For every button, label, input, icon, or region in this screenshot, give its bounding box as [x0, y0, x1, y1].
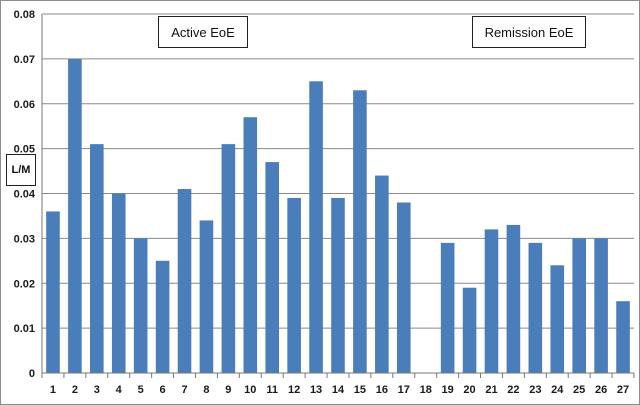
bar-19: [440, 242, 455, 373]
bar-9: [221, 144, 236, 373]
bar-14: [331, 197, 345, 373]
y-tick-label: 0.08: [14, 9, 35, 21]
x-tick-label: 20: [463, 384, 475, 396]
y-tick-label: 0: [29, 368, 35, 380]
x-tick-label: 23: [529, 384, 541, 396]
bar-27: [616, 301, 630, 373]
x-tick-label: 4: [116, 384, 123, 396]
bar-11: [265, 162, 280, 373]
bar-22: [506, 224, 521, 373]
y-tick-label: 0.03: [14, 233, 35, 245]
bar-4: [111, 193, 126, 373]
bar-8: [199, 220, 214, 373]
x-tick-label: 3: [94, 384, 100, 396]
x-tick-label: 7: [181, 384, 187, 396]
bar-23: [528, 242, 543, 373]
x-tick-label: 9: [225, 384, 231, 396]
x-tick-label: 13: [310, 384, 322, 396]
x-tick-label: 21: [485, 384, 497, 396]
bar-25: [572, 238, 586, 373]
y-tick-label: 0.05: [14, 144, 35, 156]
bar-10: [243, 117, 258, 374]
x-tick-label: 18: [420, 384, 432, 396]
x-tick-label: 10: [244, 384, 256, 396]
x-tick-label: 25: [573, 384, 585, 396]
x-tick-label: 15: [354, 384, 366, 396]
x-tick-label: 11: [266, 384, 278, 396]
bar-16: [375, 175, 389, 373]
x-tick-label: 14: [332, 384, 345, 396]
bar-7: [177, 189, 192, 373]
bar-12: [287, 197, 301, 373]
y-tick-label: 0.02: [14, 278, 35, 290]
x-tick-label: 6: [160, 384, 166, 396]
bar-1: [46, 211, 60, 373]
y-tick-label: 0.04: [14, 189, 36, 201]
x-tick-label: 1: [50, 384, 56, 396]
y-axis-label: L/M: [6, 154, 36, 186]
x-tick-label: 5: [138, 384, 144, 396]
annotation-remission-eoe: Remission EoE: [472, 16, 586, 48]
x-tick-label: 27: [617, 384, 629, 396]
bar-26: [594, 238, 608, 373]
bar-2: [68, 58, 82, 373]
axes: [41, 14, 635, 378]
bar-13: [309, 81, 323, 373]
x-tick-label: 2: [72, 384, 78, 396]
x-tick-label: 26: [595, 384, 607, 396]
y-tick-label: 0.06: [14, 99, 35, 111]
bars: [46, 58, 630, 374]
y-tick-label: 0.07: [14, 54, 35, 66]
x-tick-label: 24: [551, 384, 564, 396]
bar-6: [155, 260, 170, 373]
annotation-active-eoe: Active EoE: [158, 16, 248, 48]
y-tick-label: 0.01: [14, 323, 35, 335]
bar-20: [462, 287, 477, 373]
y-tick-labels: 0 0.01 0.02 0.03 0.04 0.05 0.06 0.07 0.08: [14, 9, 36, 380]
bar-17: [396, 202, 411, 373]
bar-24: [550, 265, 565, 373]
x-tick-label: 17: [398, 384, 410, 396]
x-tick-label: 19: [442, 384, 454, 396]
x-tick-label: 12: [288, 384, 300, 396]
x-tick-labels: 1 2 3 4 5 6 7 8 9 10 11 12 13 14 15 16 17 18 19 20 21 22 23 24 2…: [50, 384, 629, 396]
x-tick-label: 16: [376, 384, 388, 396]
x-tick-label: 8: [203, 384, 209, 396]
x-tick-label: 22: [507, 384, 519, 396]
bar-5: [133, 238, 148, 373]
bar-21: [484, 229, 499, 373]
bar-15: [353, 90, 367, 373]
bar-3: [90, 144, 104, 373]
